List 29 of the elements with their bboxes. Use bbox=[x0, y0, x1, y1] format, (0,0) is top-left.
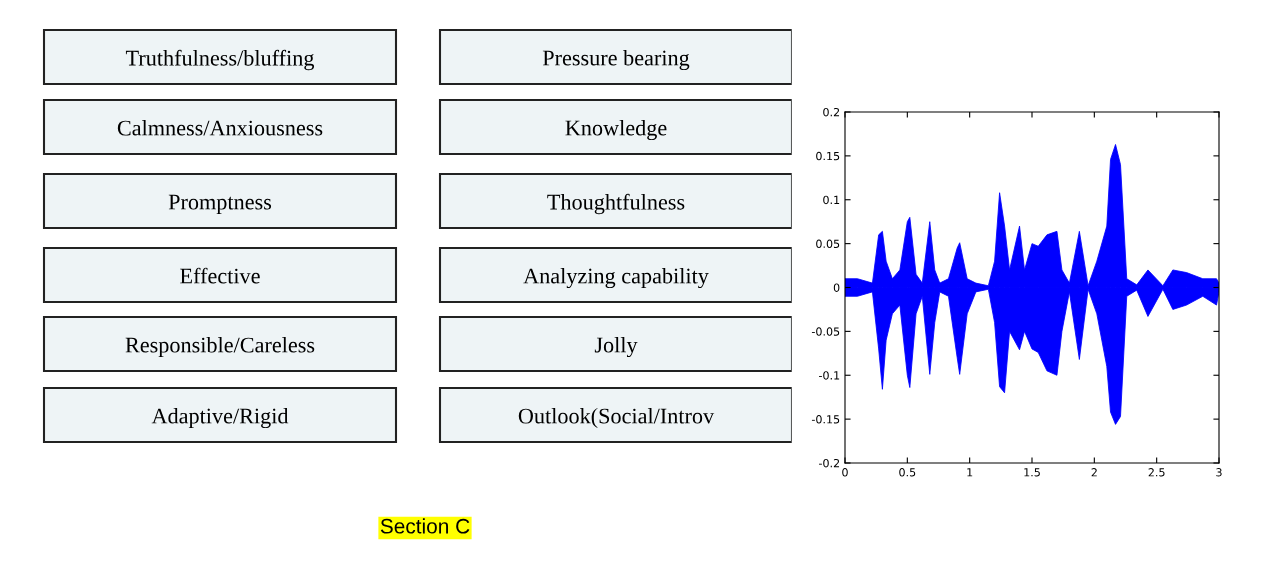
text: Section C bbox=[380, 518, 470, 534]
text: Effective bbox=[180, 267, 260, 284]
text: Responsible/Careless bbox=[125, 336, 315, 358]
y-tick-label: -0.15 bbox=[811, 415, 840, 424]
x-tick-label: 0.5 bbox=[899, 468, 916, 477]
text: Knowledge bbox=[565, 119, 667, 141]
y-tick-label: 0.1 bbox=[823, 195, 840, 205]
text: Truthfulness/bluffing bbox=[125, 49, 315, 71]
y-tick-label: 0 bbox=[833, 283, 840, 292]
text: Analyzing capability bbox=[523, 267, 709, 289]
text: Outlook(Social/Introv bbox=[518, 407, 715, 429]
x-tick-label: 2.5 bbox=[1148, 468, 1165, 477]
x-tick-label: 1 bbox=[967, 468, 973, 477]
x-tick-label: 1.5 bbox=[1024, 468, 1040, 477]
text: Promptness bbox=[168, 194, 272, 215]
x-tick-label: 0 bbox=[842, 468, 848, 477]
x-tick-label: 2 bbox=[1091, 468, 1097, 477]
text: Thoughtfulness bbox=[547, 193, 685, 215]
text: Calmness/Anxiousness bbox=[117, 119, 323, 136]
x-tick-label: 3 bbox=[1216, 468, 1222, 477]
y-tick-label: 0.05 bbox=[816, 239, 840, 248]
text: Pressure bearing bbox=[542, 49, 690, 71]
y-tick-label: 0.15 bbox=[816, 151, 840, 161]
y-tick-label: -0.2 bbox=[819, 458, 840, 468]
y-tick-label: 0.2 bbox=[823, 107, 840, 117]
y-tick-label: -0.1 bbox=[819, 371, 840, 380]
y-tick-label: -0.05 bbox=[811, 327, 840, 336]
text: Adaptive/Rigid bbox=[151, 407, 289, 429]
text: Jolly bbox=[594, 336, 638, 358]
